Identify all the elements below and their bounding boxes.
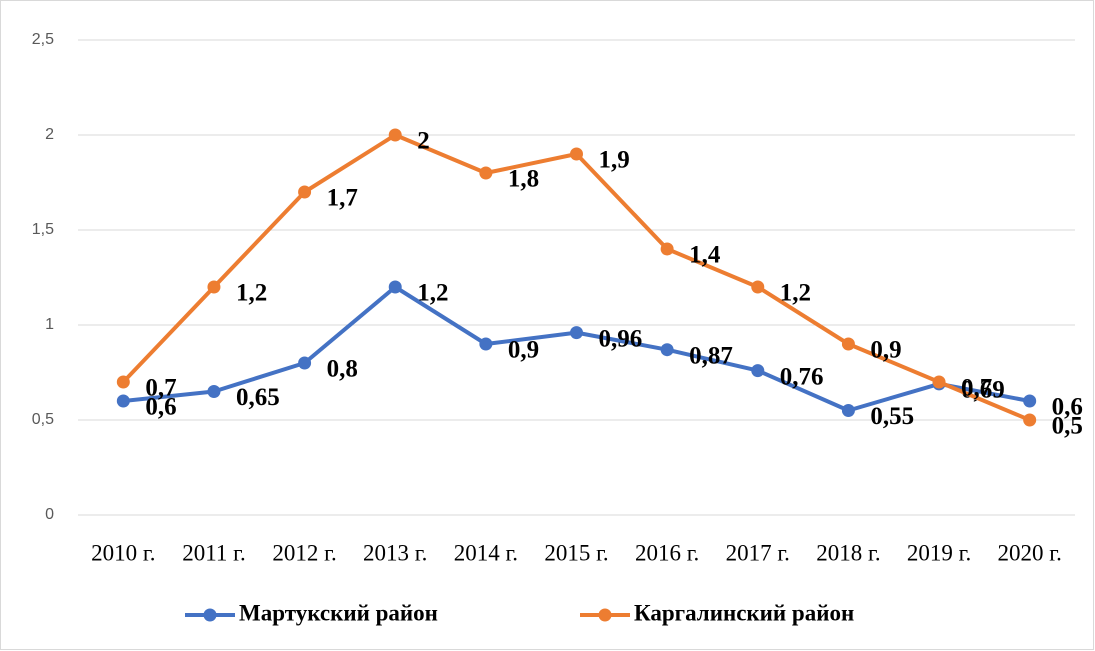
x-tick-label: 2016 г. [635, 540, 699, 565]
data-label: 0,7 [961, 375, 992, 402]
point [479, 337, 493, 351]
point [570, 326, 583, 340]
data-label: 2 [417, 128, 430, 155]
legend-label: Каргалинский район [634, 600, 854, 625]
x-tick-label: 2018 г. [816, 540, 880, 565]
x-tick-label: 2017 г. [726, 540, 790, 565]
point [841, 404, 855, 417]
point [298, 185, 312, 199]
data-label: 0,6 [145, 394, 176, 421]
point [570, 147, 583, 161]
legend-label: Мартукский район [239, 600, 438, 625]
data-label: 0,5 [1052, 413, 1083, 440]
x-tick-label: 2012 г. [272, 540, 336, 565]
point [751, 280, 765, 294]
point [116, 375, 130, 389]
x-tick-label: 2010 г. [91, 540, 155, 565]
x-tick-label: 2020 г. [998, 540, 1062, 565]
point [388, 128, 402, 142]
point [207, 385, 221, 398]
legend-marker [598, 608, 612, 622]
point [1023, 413, 1037, 427]
point [660, 343, 674, 357]
point [298, 356, 312, 370]
y-tick-label: 1 [45, 316, 54, 333]
data-label: 1,4 [689, 242, 721, 269]
data-label: 1,7 [327, 185, 358, 212]
point [1023, 394, 1037, 408]
point [841, 337, 855, 351]
data-label: 0,6 [1052, 394, 1083, 421]
point [207, 280, 221, 294]
data-label: 0,8 [327, 356, 358, 383]
data-label: 0,65 [236, 384, 280, 411]
point [751, 364, 765, 378]
y-tick-label: 2 [45, 126, 54, 143]
x-tick-label: 2019 г. [907, 540, 971, 565]
y-tick-label: 2,5 [32, 31, 54, 48]
data-label: 0,96 [599, 325, 643, 352]
data-label: 1,8 [508, 166, 539, 193]
legend-marker [203, 608, 217, 622]
data-label: 1,9 [599, 147, 630, 174]
data-label: 0,9 [870, 337, 901, 364]
data-label: 1,2 [236, 280, 267, 307]
data-label: 0,7 [145, 375, 176, 402]
x-tick-label: 2011 г. [182, 540, 246, 565]
x-tick-label: 2015 г. [544, 540, 608, 565]
point [479, 166, 493, 180]
y-tick-label: 0 [45, 506, 54, 523]
data-label: 0,87 [689, 342, 733, 369]
data-label: 0,9 [508, 337, 539, 364]
x-tick-label: 2013 г. [363, 540, 427, 565]
data-label: 1,2 [780, 280, 811, 307]
data-label: 0,55 [870, 403, 914, 430]
x-tick-label: 2014 г. [454, 540, 518, 565]
y-tick-label: 1,5 [32, 221, 54, 238]
y-tick-label: 0,5 [32, 411, 54, 428]
data-label: 1,2 [417, 280, 448, 307]
point [116, 394, 130, 408]
data-label: 0,76 [780, 363, 824, 390]
point [388, 280, 402, 294]
point [660, 242, 674, 256]
point [932, 375, 946, 389]
